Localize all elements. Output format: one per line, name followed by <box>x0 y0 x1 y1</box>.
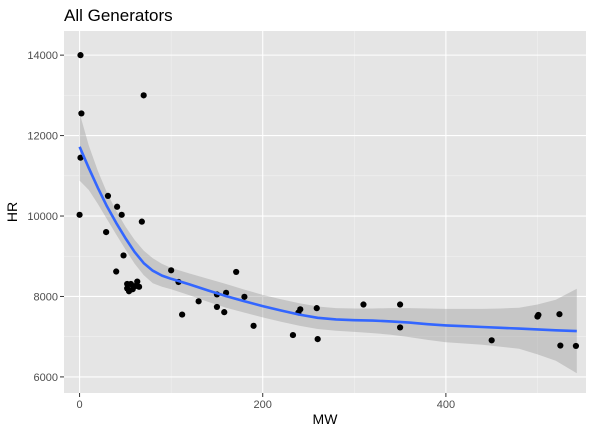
data-point <box>140 92 147 99</box>
grid-major <box>64 31 586 393</box>
data-point <box>556 311 563 318</box>
data-point <box>233 268 240 276</box>
x-axis-title: MW <box>313 411 339 427</box>
data-point <box>396 301 404 308</box>
data-point <box>221 309 228 316</box>
data-point <box>557 342 564 349</box>
data-point <box>297 306 304 313</box>
data-point <box>125 288 133 295</box>
data-point <box>113 268 120 275</box>
chart-title: All Generators <box>64 6 173 25</box>
data-point <box>396 324 404 331</box>
data-point <box>572 342 580 350</box>
data-point <box>135 283 143 290</box>
data-point <box>313 305 320 312</box>
data-point <box>168 267 175 274</box>
data-point <box>77 154 84 161</box>
data-point <box>314 336 321 343</box>
data-point <box>104 192 112 200</box>
x-tick-label: 0 <box>77 399 83 411</box>
plot-panel <box>64 31 586 393</box>
y-tick-label: 6000 <box>34 372 58 384</box>
data-point <box>114 203 121 210</box>
data-point <box>138 218 145 225</box>
y-axis: 6000 8000 10000 12000 14000 <box>27 50 64 384</box>
data-point <box>250 322 257 329</box>
data-points <box>76 52 580 350</box>
y-axis-title: HR <box>4 202 20 222</box>
data-point <box>488 337 495 344</box>
grid-minor <box>64 31 586 393</box>
data-point <box>76 211 83 218</box>
data-point <box>118 211 125 218</box>
confidence-band <box>79 113 577 374</box>
y-tick-label: 14000 <box>27 50 58 62</box>
y-tick-label: 10000 <box>27 211 58 223</box>
data-point <box>241 293 248 300</box>
data-point <box>195 298 202 305</box>
data-point <box>213 303 221 311</box>
smooth-line <box>78 146 577 333</box>
data-point <box>535 311 542 319</box>
y-tick-label: 12000 <box>27 131 58 143</box>
y-tick-label: 8000 <box>34 291 58 303</box>
x-tick-label: 200 <box>254 399 272 411</box>
data-point <box>360 301 367 308</box>
data-point <box>289 331 297 339</box>
x-axis: 0 200 400 <box>77 393 455 411</box>
data-point <box>103 229 110 236</box>
x-tick-label: 400 <box>437 399 455 411</box>
data-point <box>179 311 186 318</box>
data-point <box>120 252 127 259</box>
data-point <box>78 110 85 117</box>
data-point <box>77 52 84 59</box>
